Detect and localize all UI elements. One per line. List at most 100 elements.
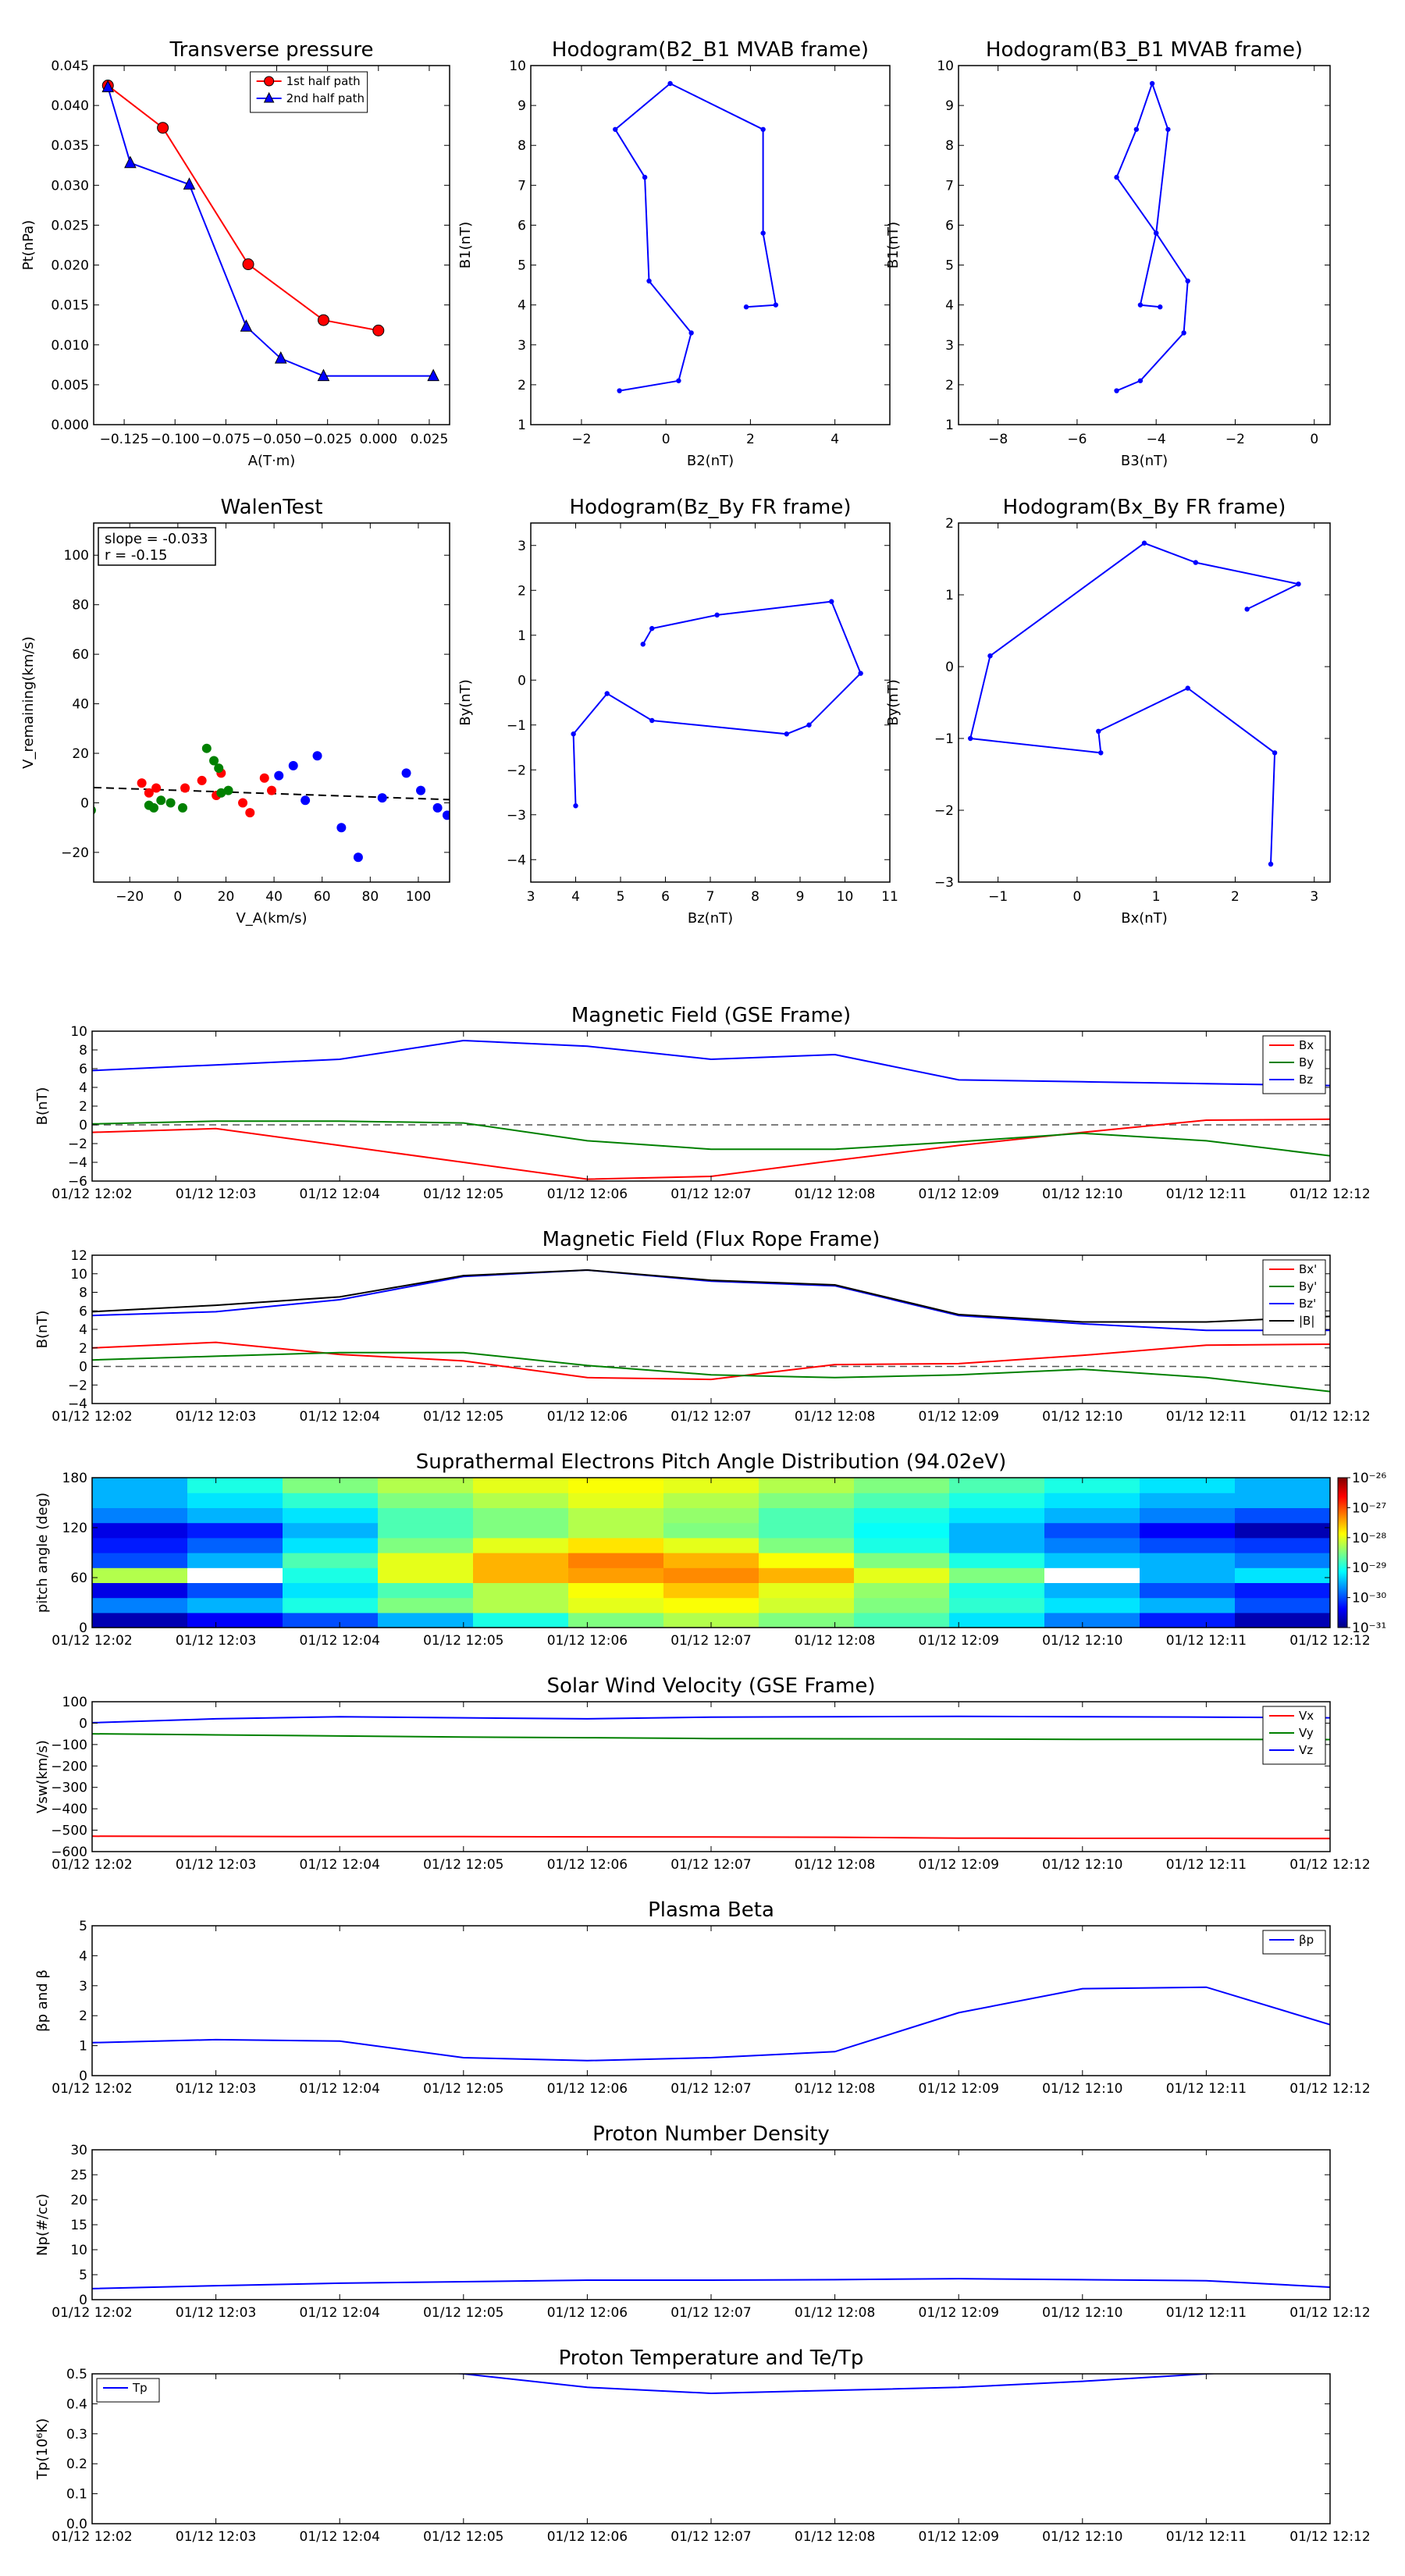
data-point	[1137, 378, 1144, 383]
x-axis-label: Bz(nT)	[688, 910, 733, 927]
x-tick-label: 0	[1310, 432, 1318, 447]
y-tick-label: 10	[937, 59, 954, 74]
data-point	[714, 612, 720, 618]
data-point	[640, 642, 646, 647]
data-point	[124, 155, 137, 169]
chart-beta: Plasma Beta 0 1 2 3 4 5 01/12 12:02 01/12 12:03 0…	[34, 1898, 1371, 2097]
data-point	[604, 691, 610, 696]
heatmap-cell	[1140, 1553, 1236, 1568]
x-tick-label: 01/12 12:12	[1289, 1187, 1370, 1202]
x-tick-label: 40	[265, 889, 283, 905]
legend-label: By'	[1299, 1279, 1317, 1293]
data-point	[274, 770, 284, 781]
y-axis-label: B(nT)	[34, 1311, 51, 1349]
y-tick-label: 60	[72, 647, 89, 663]
series-by-line	[92, 1120, 1330, 1157]
x-tick-label: 01/12 12:11	[1166, 1409, 1247, 1425]
y-tick-label: 0.0	[66, 2517, 87, 2532]
x-tick-label: 0.000	[359, 432, 397, 447]
y-tick-label: 2	[79, 2008, 87, 2024]
data-point	[646, 278, 652, 284]
heatmap-cell	[949, 1553, 1045, 1568]
y-axis-label: V_remaining(km/s)	[20, 636, 37, 769]
plot-area	[572, 600, 862, 806]
heatmap-cell	[283, 1553, 379, 1568]
series-2nd-half-path-line	[107, 87, 434, 377]
heatmap-cell	[568, 1597, 664, 1614]
heatmap-cell	[854, 1582, 950, 1599]
x-tick-label: 01/12 12:06	[547, 1187, 628, 1202]
heatmap-cell	[473, 1553, 569, 1568]
y-tick-label: 0.030	[51, 178, 89, 194]
x-tick-label: 01/12 12:12	[1289, 1633, 1370, 1649]
heatmap-cell	[949, 1582, 1045, 1599]
y-tick-label: 0.035	[51, 138, 89, 154]
series-1st-half-path-line	[107, 84, 379, 332]
data-point	[1098, 750, 1104, 756]
x-tick-label: 01/12 12:03	[176, 1857, 256, 1873]
chart-np: Proton Number Density 0 5 10 15 20 25 30 01/12 1…	[34, 2122, 1371, 2321]
heatmap-cell	[378, 1507, 474, 1524]
x-axis-label: B3(nT)	[1121, 453, 1168, 469]
x-tick-label: −1	[988, 889, 1008, 905]
x-tick-label: 01/12 12:02	[52, 1857, 132, 1873]
x-tick-label: 0.025	[411, 432, 449, 447]
y-tick-label: 0.025	[51, 218, 89, 233]
series-bx--line	[92, 1341, 1330, 1381]
data-point	[151, 783, 162, 793]
y-tick-label: 9	[518, 98, 526, 114]
y-tick-label: 1	[518, 418, 526, 433]
y-tick-label: 0.015	[51, 298, 89, 314]
x-tick-label: 01/12 12:05	[423, 2529, 503, 2545]
x-tick-label: 01/12 12:05	[423, 1409, 503, 1425]
axes-frame	[91, 1030, 1331, 1182]
heatmap-cell	[473, 1567, 569, 1583]
heatmap-cell	[1044, 1493, 1140, 1508]
heatmap-cell	[187, 1612, 283, 1628]
x-tick-label: 01/12 12:02	[52, 1187, 132, 1202]
y-tick-label: −2	[68, 1137, 87, 1152]
y-tick-label: 10	[70, 1024, 87, 1040]
heatmap-cell	[1235, 1612, 1330, 1628]
y-tick-label: 0	[518, 673, 526, 688]
x-tick-label: 7	[706, 889, 715, 905]
heatmap-cell	[283, 1612, 379, 1628]
x-tick-label: −6	[1067, 432, 1087, 447]
x-tick-label: 01/12 12:09	[919, 1633, 999, 1649]
data-point	[317, 368, 330, 382]
x-tick-label: 1	[1152, 889, 1161, 905]
x-tick-label: 0	[173, 889, 182, 905]
y-tick-label: −600	[51, 1845, 87, 1860]
data-point	[760, 126, 766, 132]
x-tick-label: 4	[831, 432, 839, 447]
data-point	[372, 324, 385, 336]
heatmap-cell	[663, 1507, 759, 1524]
chart-title: Proton Number Density	[592, 2122, 830, 2146]
axes-frame	[91, 1925, 1331, 2076]
y-tick-label: −3	[934, 875, 954, 891]
x-tick-label: 01/12 12:03	[176, 2305, 256, 2321]
x-tick-label: 8	[751, 889, 759, 905]
x-tick-label: 01/12 12:09	[919, 2529, 999, 2545]
y-tick-label: 0.040	[51, 98, 89, 114]
x-tick-label: 01/12 12:11	[1166, 2305, 1247, 2321]
x-tick-label: 01/12 12:11	[1166, 2529, 1247, 2545]
heatmap-cell	[283, 1478, 379, 1493]
chart-title: Proton Temperature and Te/Tp	[559, 2347, 864, 2370]
data-point	[1193, 560, 1199, 565]
legend: Tp	[96, 2378, 160, 2403]
axes-frame	[530, 522, 891, 883]
data-point	[301, 795, 311, 806]
y-tick-label: 3	[79, 1979, 87, 1994]
heatmap-cell	[759, 1507, 855, 1524]
x-tick-label: 01/12 12:04	[300, 1409, 380, 1425]
heatmap-cell	[187, 1597, 283, 1614]
x-tick-label: −0.100	[151, 432, 200, 447]
x-tick-label: 0	[1073, 889, 1082, 905]
heatmap-cell	[1140, 1478, 1236, 1493]
heatmap-cell	[378, 1493, 474, 1508]
y-axis-label: B1(nT)	[457, 222, 474, 269]
heatmap-cell	[759, 1597, 855, 1614]
x-tick-label: −8	[988, 432, 1008, 447]
x-tick-label: 3	[527, 889, 535, 905]
